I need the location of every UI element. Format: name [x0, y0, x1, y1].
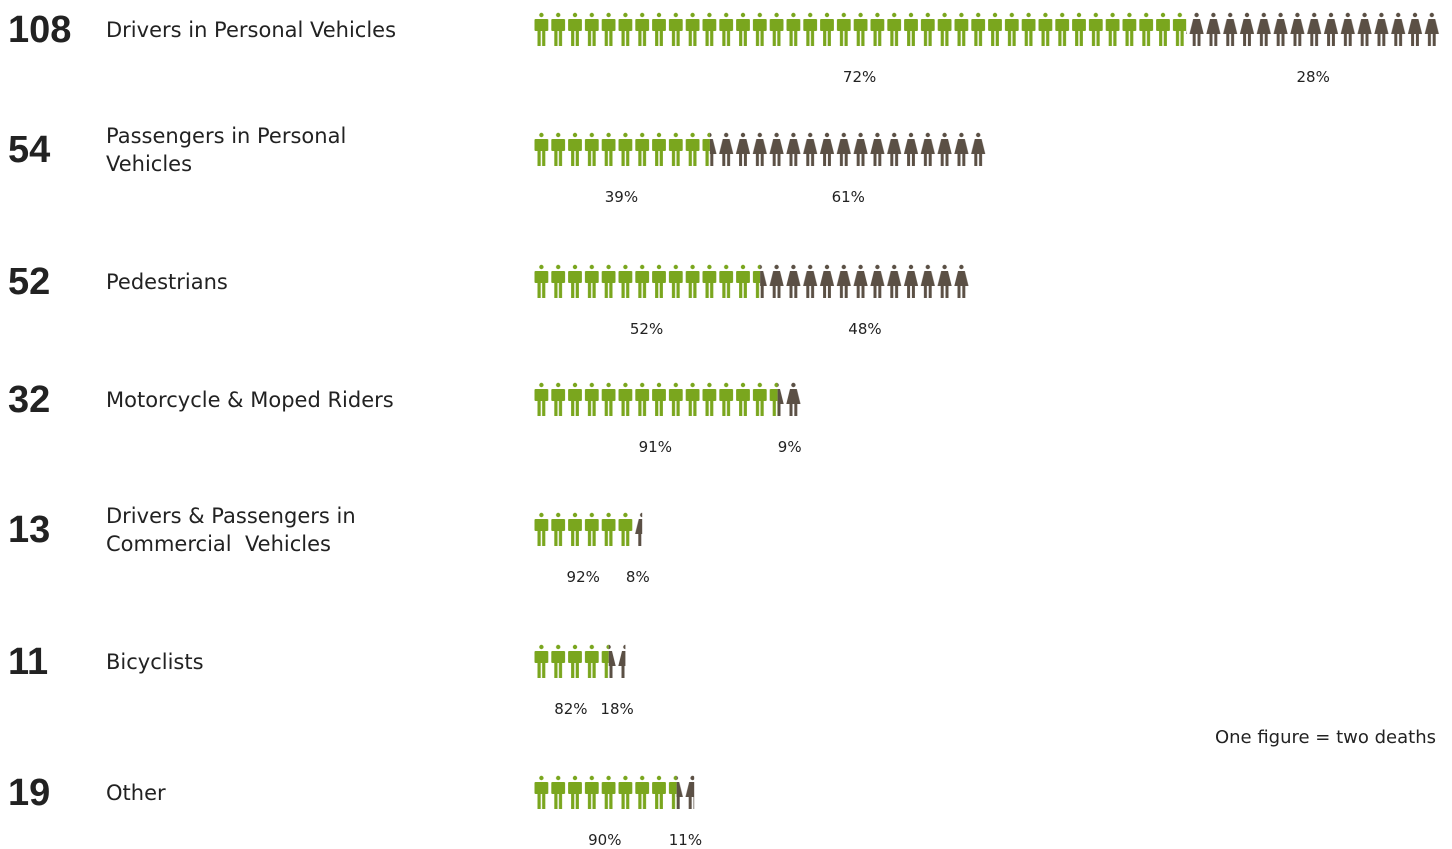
category-label: Pedestrians: [106, 268, 228, 296]
category-label: Other: [106, 779, 166, 807]
figure-segment: [760, 264, 970, 298]
figure-segment: [676, 775, 695, 809]
percent-label: 82%: [554, 700, 588, 718]
percent-label: 91%: [638, 438, 672, 456]
category-label: Motorcycle & Moped Riders: [106, 386, 394, 414]
percent-label: 18%: [600, 700, 634, 718]
figure-segment: [533, 382, 778, 416]
figure-segment: [533, 12, 1187, 46]
percent-label: 28%: [1296, 68, 1330, 86]
label-line: Passengers in Personal: [106, 124, 347, 148]
category-label: Passengers in Personal Vehicles: [106, 122, 346, 178]
label-line: Motorcycle & Moped Riders: [106, 388, 394, 412]
figure-segment: [1186, 12, 1441, 46]
figure-segment: [533, 512, 634, 546]
count: 11: [8, 641, 49, 683]
category-label: Bicyclists: [106, 648, 204, 676]
figure-segment: [633, 512, 643, 546]
label-line: Vehicles: [106, 152, 193, 176]
figure-segment: [533, 132, 710, 166]
percent-label: 39%: [604, 188, 639, 206]
label-line: Bicyclists: [106, 650, 204, 674]
figure-segment: [777, 382, 802, 416]
count: 54: [8, 129, 51, 171]
count: 19: [8, 772, 51, 814]
label-line: Other: [106, 781, 166, 805]
figure-segment: [533, 264, 761, 298]
count: 52: [8, 261, 51, 303]
category-label: Drivers & Passengers in Commercial Vehicl…: [106, 502, 356, 558]
count: 108: [8, 9, 72, 51]
label-line: Drivers in Personal Vehicles: [106, 18, 397, 42]
percent-label: 52%: [629, 320, 664, 338]
percent-label: 72%: [842, 68, 877, 86]
count: 13: [8, 509, 51, 551]
percent-label: 8%: [625, 568, 650, 586]
percent-label: 9%: [777, 438, 802, 456]
percent-label: 48%: [848, 320, 882, 338]
figure-segment: [608, 644, 626, 678]
label-line: Commercial Vehicles: [106, 532, 331, 556]
figure-segment: [709, 132, 987, 166]
percent-label: 92%: [566, 568, 600, 586]
percent-label: 90%: [588, 831, 622, 849]
figure-segment: [533, 644, 609, 678]
figure-segment: [533, 775, 677, 809]
percent-label: 61%: [831, 188, 865, 206]
label-line: Pedestrians: [106, 270, 228, 294]
label-line: Drivers & Passengers in: [106, 504, 356, 528]
percent-label: 11%: [668, 831, 703, 849]
count: 32: [8, 379, 51, 421]
category-label: Drivers in Personal Vehicles: [106, 16, 396, 44]
legend-note: One figure = two deaths: [1214, 727, 1436, 748]
